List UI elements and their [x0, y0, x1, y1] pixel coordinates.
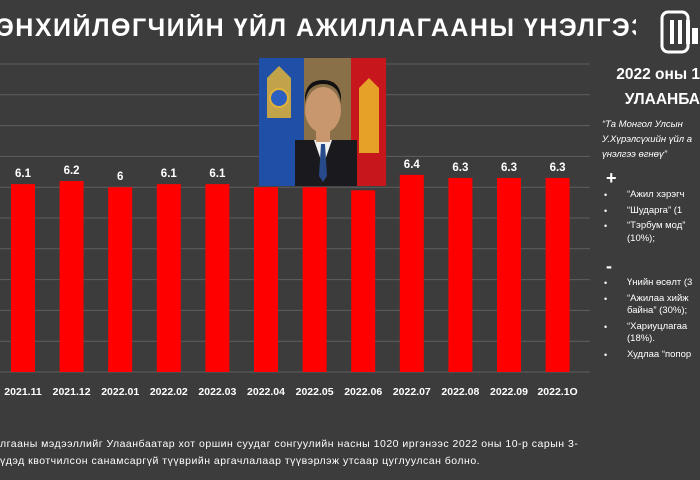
x-tick-label: 2022.1O: [537, 386, 577, 398]
data-label: 6.1: [15, 168, 32, 180]
survey-summary-panel: 2022 оны 1 УЛААНБА “Та Монгол Улсын У.Хү…: [596, 62, 700, 422]
panel-quote-line: У.Хүрэлсүхийн үйл а: [602, 134, 693, 145]
data-label: 6.2: [64, 165, 80, 177]
positive-item: “Тэрбум мод” (10%);: [604, 220, 700, 245]
bar: [545, 177, 570, 372]
portrait-photo: [259, 58, 386, 186]
bar: [302, 187, 327, 372]
bar-chart: 6.16.266.16.1665.96.46.36.36.3 2021.1120…: [0, 63, 590, 398]
bar: [59, 181, 84, 372]
bar: [254, 187, 278, 372]
bar: [351, 190, 376, 372]
x-tick-label: 2021.11: [4, 386, 42, 398]
negative-item: Худлаа “попор: [604, 349, 700, 362]
page-title: ЭНХИЙЛӨГЧИЙН ҮЙЛ АЖИЛЛАГААНЫ ҮНЭЛГЭЭ: [0, 14, 636, 42]
x-tick-label: 2022.01: [101, 386, 139, 398]
data-label: 6.1: [161, 168, 178, 180]
negative-item: “Хариуцлагаа (18%).: [604, 321, 700, 346]
negative-list: Үнийн өсөлт (3 “Ажилаа хийж байна” (30%)…: [596, 277, 700, 361]
bar: [399, 174, 424, 372]
x-tick-label: 2022.09: [490, 386, 528, 398]
data-label: 6.4: [404, 159, 421, 171]
data-label: 6: [117, 171, 123, 183]
minus-icon: -: [606, 256, 612, 276]
negative-item: Үнийн өсөлт (3: [604, 277, 700, 290]
data-label: 6.3: [501, 162, 517, 174]
bar: [156, 184, 181, 372]
methodology-footnote: лгааны мэдээллийг Улаанбаатар хот оршин …: [0, 436, 700, 470]
x-tick-label: 2022.05: [296, 386, 334, 398]
data-label: 6.1: [209, 168, 226, 180]
footnote-line: үдэд квотчилсон санамсаргүй түүврийн арг…: [0, 455, 481, 467]
panel-heading-line1: 2022 оны 1: [616, 66, 700, 83]
x-tick-label: 2022.06: [344, 386, 382, 398]
x-tick-label: 2022.03: [198, 386, 236, 398]
panel-heading-line2: УЛААНБА: [624, 91, 700, 108]
x-tick-label: 2022.08: [441, 386, 479, 398]
bar: [108, 187, 133, 372]
positive-item: “Шударга” (1: [604, 205, 700, 218]
data-label: 6.3: [452, 162, 468, 174]
x-tick-label: 2021.12: [53, 386, 91, 398]
panel-quote-line: “Та Монгол Улсын: [602, 119, 683, 130]
bar: [448, 177, 473, 372]
bar: [497, 177, 521, 372]
bar: [205, 184, 230, 372]
x-tick-label: 2022.02: [150, 386, 188, 398]
x-tick-label: 2022.04: [247, 386, 285, 398]
company-logo-icon: [660, 10, 698, 54]
positive-list: “Ажил хэрэгч “Шударга” (1 “Тэрбум мод” (…: [596, 189, 700, 245]
plus-icon: +: [606, 168, 617, 188]
footnote-line: лгааны мэдээллийг Улаанбаатар хот оршин …: [0, 438, 579, 450]
data-label: 6.3: [550, 162, 566, 174]
bar: [11, 184, 35, 372]
x-tick-label: 2022.07: [393, 386, 431, 398]
negative-item: “Ажилаа хийж байна” (30%);: [604, 293, 700, 318]
positive-item: “Ажил хэрэгч: [604, 189, 700, 202]
panel-quote-line: үнэлгээ өгнөү”: [602, 149, 667, 160]
